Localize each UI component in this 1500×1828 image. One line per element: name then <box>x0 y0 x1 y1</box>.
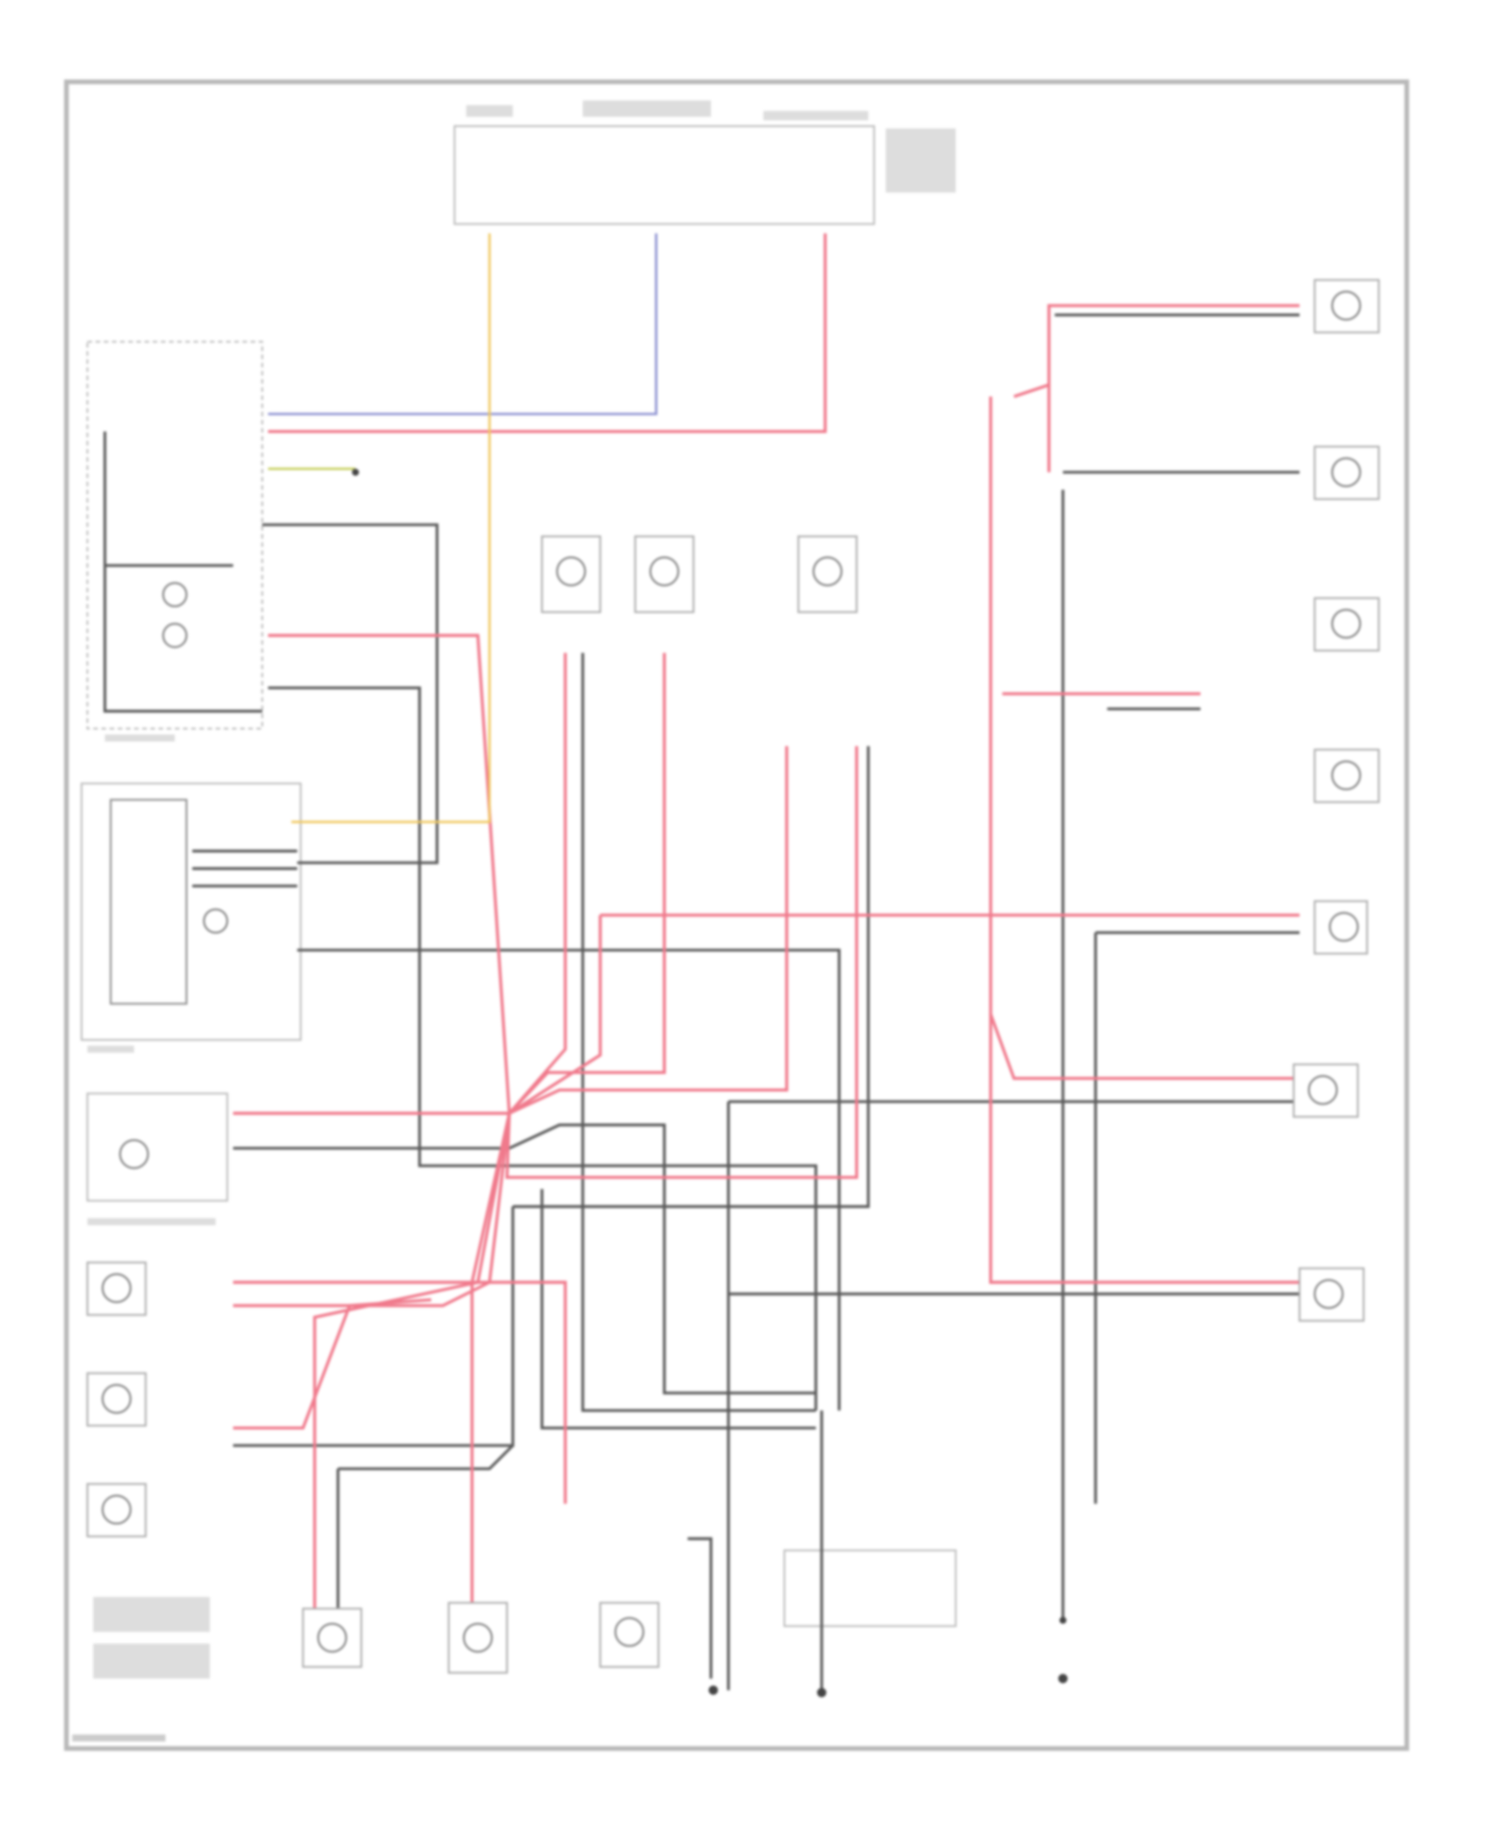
ground-icon <box>817 1687 827 1698</box>
sensor-icon <box>1313 597 1380 652</box>
sensor-icon <box>1292 1063 1359 1118</box>
sensor-icon <box>634 535 695 614</box>
wire-red <box>508 915 602 1115</box>
wire-red <box>268 233 827 433</box>
sensor-icon <box>1313 748 1380 803</box>
ground-icon <box>351 468 359 476</box>
wire-gray <box>337 1444 514 1471</box>
wire-red <box>989 396 1300 1284</box>
wire-blue <box>268 233 658 416</box>
wire-gray <box>233 1123 816 1395</box>
sensor-icon <box>541 535 602 614</box>
wire-red <box>268 633 511 1114</box>
wire-gray <box>297 948 841 1411</box>
wire-red <box>470 1112 511 1609</box>
ground-icon <box>1059 1616 1067 1624</box>
wire-yellow <box>291 233 491 824</box>
sensor-icon <box>599 1601 660 1668</box>
wire-red <box>989 1013 1300 1080</box>
wire-red <box>1013 304 1300 398</box>
wire-gray <box>540 1189 816 1430</box>
sensor-icon <box>797 535 858 614</box>
wire-red <box>505 746 859 1179</box>
wire-gray <box>192 849 298 888</box>
wire-red <box>508 746 789 1115</box>
wire-red <box>233 1280 567 1504</box>
sensor-icon <box>1313 279 1380 334</box>
sensor-icon <box>447 1601 508 1674</box>
wire-gray <box>512 746 870 1208</box>
wire-gray <box>262 523 439 865</box>
sensor-icon <box>1313 900 1369 955</box>
wire-gray <box>103 431 263 713</box>
wire-red <box>233 1298 432 1430</box>
wire-gray <box>268 686 818 1411</box>
sensor-icon <box>86 1483 147 1538</box>
sensor-icon <box>1313 445 1380 500</box>
module-lamp-icon <box>203 908 229 934</box>
sensor-icon <box>86 1261 147 1316</box>
sensor-icon <box>302 1607 363 1668</box>
switch-lamp-icon <box>162 582 188 608</box>
sensor-icon <box>1298 1267 1365 1322</box>
wire-red <box>508 652 666 1115</box>
wire-gray <box>687 1537 713 1679</box>
bottom-relay-box <box>783 1549 957 1627</box>
cluster-lamp-icon <box>119 1139 149 1169</box>
diagram-frame <box>64 79 1410 1751</box>
ground-icon <box>1058 1673 1068 1684</box>
headlight-switch-box <box>86 340 264 730</box>
wire-gray <box>581 652 816 1412</box>
module-inner <box>109 798 188 1005</box>
footer-label-smudge <box>72 1734 166 1742</box>
wire-red <box>233 1113 511 1308</box>
fuse-box <box>453 125 875 225</box>
wire-red <box>508 652 567 1115</box>
sensor-icon <box>86 1372 147 1427</box>
wire-red <box>313 1113 511 1609</box>
ground-icon <box>708 1685 718 1695</box>
control-module-box <box>80 782 302 1041</box>
instrument-cluster-box <box>86 1092 229 1202</box>
switch-lamp-icon <box>162 622 188 648</box>
